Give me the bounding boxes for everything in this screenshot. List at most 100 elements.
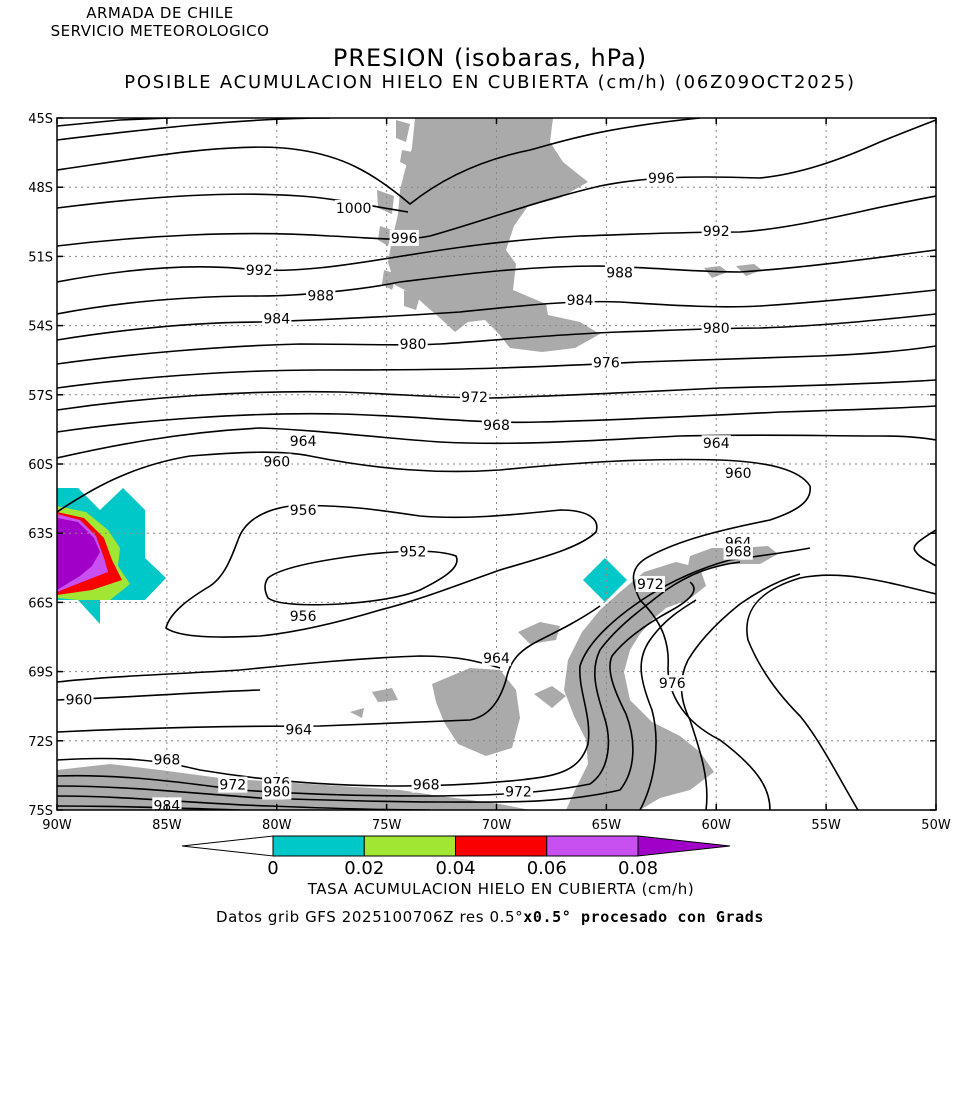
- isobar-label-bg: [262, 783, 292, 800]
- colorbar-tick-label: 0: [267, 858, 278, 879]
- lat-tick-label: 48S: [28, 181, 53, 196]
- isobar-label: 988: [606, 266, 633, 282]
- lon-tick-label: 65W: [592, 818, 622, 833]
- isobar-956: [165, 504, 598, 638]
- isobar-label-bg: [284, 721, 314, 738]
- isobar-label-bg: [565, 292, 595, 309]
- isobar-label: 972: [505, 785, 532, 801]
- colorbar-title: TASA ACUMULACION HIELO EN CUBIERTA (cm/h…: [307, 880, 695, 898]
- colorbar-tick-label: 0.06: [527, 858, 567, 879]
- isobar-label: 956: [290, 503, 317, 519]
- header: ARMADA DE CHILE SERVICIO METEOROLOGICO P…: [0, 0, 970, 110]
- isobar-label: 980: [703, 321, 730, 337]
- data-source-bold: x0.5° procesado con Grads: [523, 908, 765, 926]
- isobar-label: 972: [219, 778, 246, 794]
- isobar-label: 968: [725, 545, 752, 561]
- isobar-label-bg: [334, 199, 373, 216]
- lon-tick-label: 75W: [372, 818, 402, 833]
- latitude-axis: 45S 48S 51S 54S 57S 60S 63S 66S 69S 72S 75S: [28, 112, 936, 819]
- isobar-label-bg: [635, 575, 665, 592]
- isobar-label-bg: [411, 776, 441, 793]
- isobar-label-bg: [701, 223, 731, 240]
- isobar-label: 972: [461, 390, 488, 406]
- ice-rate-0.08: [57, 518, 100, 590]
- isobar-label-bg: [459, 389, 490, 406]
- isobar-label: 964: [285, 722, 312, 738]
- colorbar-bin: [272, 835, 365, 857]
- colorbar-bin: [455, 835, 548, 857]
- isobar-label-bg: [288, 432, 318, 449]
- isobar-label: 968: [154, 752, 181, 768]
- isobar-label-bg: [657, 675, 687, 692]
- antarctic-coast: [57, 764, 530, 810]
- isobar-1000: [57, 118, 701, 206]
- isobar-label-bg: [306, 287, 336, 304]
- isobar-label: 956: [290, 609, 317, 625]
- lon-tick-label: 90W: [42, 818, 72, 833]
- isobar-label-bg: [244, 262, 274, 279]
- colorbar-tick-label: 0.02: [344, 858, 384, 879]
- colorbar-tick-label: 0.08: [618, 858, 658, 879]
- isobar-label: 980: [263, 785, 290, 801]
- isobar-label: 976: [659, 676, 686, 692]
- organization-name: ARMADA DE CHILE: [86, 4, 234, 22]
- data-source-plain: Datos grib GFS 2025100706Z res 0.5°: [215, 908, 524, 926]
- isobar-label: 996: [391, 231, 418, 247]
- isobar-976: [57, 345, 936, 389]
- isobar-label: 972: [637, 577, 664, 593]
- lat-tick-label: 75S: [28, 804, 53, 819]
- lat-tick-label: 66S: [28, 596, 53, 611]
- isobar-label: 992: [246, 263, 273, 279]
- isobar-label-bg: [646, 169, 676, 186]
- isobar-964-south: [57, 605, 601, 733]
- isobar-980: [57, 313, 936, 365]
- lat-tick-label: 63S: [28, 527, 53, 542]
- isobar-label: 960: [263, 455, 290, 471]
- isobar-968-south: [57, 547, 811, 787]
- patagonia-land: [388, 118, 600, 352]
- colorbar-bin: [546, 835, 639, 857]
- isobar-label-bg: [152, 751, 182, 768]
- isobar-988: [57, 249, 936, 315]
- isobar-label: 996: [648, 171, 675, 187]
- isobar-996-west: [57, 119, 936, 247]
- isobar-label: 1000: [336, 201, 372, 217]
- isobar-label: 968: [483, 418, 510, 434]
- isobar-label: 984: [567, 293, 594, 309]
- lat-tick-label: 51S: [28, 250, 53, 265]
- isobar-label: 964: [483, 651, 510, 667]
- isobar-label-bg: [701, 435, 731, 452]
- colorbar-tick-label: 0.04: [435, 858, 475, 879]
- lon-tick-label: 80W: [262, 818, 292, 833]
- antarctic-peninsula: [564, 562, 714, 810]
- isobar-952: [264, 550, 458, 606]
- isobar-label-bg: [288, 608, 318, 625]
- isobar-968: [57, 405, 936, 433]
- isobar-label-bg: [262, 310, 292, 327]
- lon-tick-label: 55W: [811, 818, 841, 833]
- isobar-label: 952: [400, 545, 427, 561]
- isobar-label-bg: [398, 336, 428, 353]
- weather-map: 996 1000 996 992 992 988 988 984 984 980 980 976 972…: [28, 112, 951, 898]
- isobar-label-bg: [604, 264, 635, 281]
- isobar-label: 976: [593, 356, 620, 372]
- isobar-984-peninsula: [680, 573, 801, 810]
- isobar-label-bg: [481, 649, 512, 666]
- isobar-972: [57, 379, 936, 411]
- lat-tick-label: 72S: [28, 735, 53, 750]
- data-source-note: Datos grib GFS 2025100706Z res 0.5°x0.5°…: [0, 908, 970, 926]
- isobar-1004: [57, 118, 171, 127]
- lat-tick-label: 57S: [28, 389, 53, 404]
- isobar-964: [57, 427, 936, 459]
- lon-tick-label: 70W: [482, 818, 512, 833]
- isobar-label: 984: [263, 312, 290, 328]
- isobar-label-bg: [218, 776, 248, 793]
- isobar-label: 960: [725, 466, 752, 482]
- isobar-label-bg: [723, 465, 753, 482]
- colorbar-bin: [363, 835, 456, 857]
- lat-tick-label: 54S: [28, 320, 53, 335]
- service-name: SERVICIO METEOROLOGICO: [50, 22, 270, 40]
- alexander-island: [432, 668, 520, 756]
- longitude-axis: 90W 85W 80W 75W 70W 65W 60W 55W 50W: [42, 118, 951, 833]
- isobar-label-bg: [503, 783, 534, 800]
